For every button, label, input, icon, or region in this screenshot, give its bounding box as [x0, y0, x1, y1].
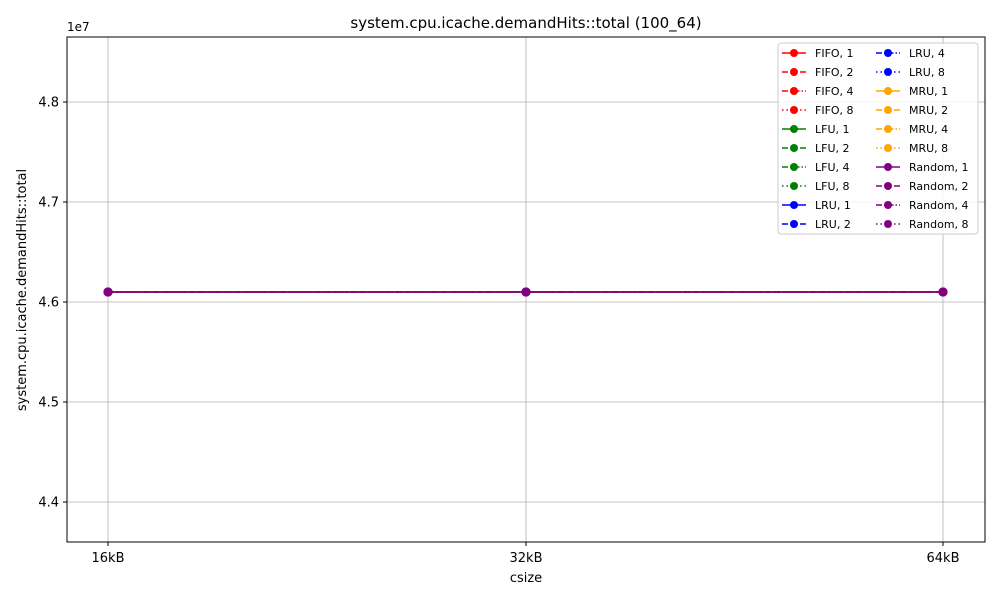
legend: FIFO, 1 FIFO, 2 FIFO, 4 FIFO, 8 LFU, 1 LFU, 2…	[777, 42, 979, 235]
legend-entry: Random, 4	[876, 199, 969, 212]
x-tick-label: 32kB	[510, 551, 543, 566]
ticks: 16kB 32kB 64kB 4.4 4.5 4.6 4.7 4.8	[38, 96, 959, 567]
legend-entry: LFU, 8	[782, 180, 850, 193]
chart-title: system.cpu.icache.demandHits::total (100…	[350, 14, 701, 33]
y-axis-label: system.cpu.icache.demandHits::total	[15, 169, 30, 411]
legend-label: MRU, 1	[909, 85, 948, 98]
y-tick-label: 4.8	[38, 96, 59, 111]
legend-label: FIFO, 8	[815, 104, 854, 117]
legend-entry: MRU, 4	[876, 123, 948, 136]
legend-label: MRU, 8	[909, 142, 948, 155]
legend-marker	[790, 182, 798, 190]
legend-label: Random, 4	[909, 199, 969, 212]
legend-marker	[884, 125, 892, 133]
legend-label: Random, 1	[909, 161, 969, 174]
legend-entry: LRU, 8	[876, 66, 945, 79]
legend-entry: FIFO, 2	[782, 66, 854, 79]
legend-entry: LFU, 2	[782, 142, 850, 155]
legend-marker	[884, 106, 892, 114]
legend-marker	[884, 220, 892, 228]
legend-marker	[884, 163, 892, 171]
legend-label: FIFO, 1	[815, 47, 854, 60]
series-random-8	[103, 287, 948, 297]
legend-label: LRU, 8	[909, 66, 945, 79]
legend-label: FIFO, 2	[815, 66, 854, 79]
series-group	[103, 287, 948, 297]
legend-label: MRU, 4	[909, 123, 948, 136]
legend-marker	[790, 68, 798, 76]
data-point	[521, 287, 531, 297]
legend-marker	[790, 201, 798, 209]
legend-box	[777, 42, 979, 235]
legend-label: LRU, 4	[909, 47, 945, 60]
legend-label: LFU, 4	[815, 161, 850, 174]
legend-marker	[884, 201, 892, 209]
legend-entry: Random, 8	[876, 218, 969, 231]
legend-entry: MRU, 2	[876, 104, 948, 117]
legend-entry: LFU, 1	[782, 123, 850, 136]
legend-entry: Random, 1	[876, 161, 969, 174]
legend-marker	[790, 87, 798, 95]
legend-label: MRU, 2	[909, 104, 948, 117]
legend-marker	[884, 87, 892, 95]
y-tick-label: 4.6	[38, 296, 59, 311]
legend-marker	[790, 144, 798, 152]
legend-entry: LRU, 4	[876, 47, 945, 60]
legend-marker	[884, 144, 892, 152]
y-offset-label: 1e7	[67, 20, 90, 34]
legend-entry: FIFO, 4	[782, 85, 854, 98]
legend-entry: Random, 2	[876, 180, 969, 193]
legend-marker	[790, 49, 798, 57]
x-tick-label: 16kB	[92, 551, 125, 566]
y-tick-label: 4.4	[38, 496, 59, 511]
legend-label: LFU, 1	[815, 123, 850, 136]
legend-label: LRU, 1	[815, 199, 851, 212]
legend-marker	[884, 49, 892, 57]
legend-marker	[790, 220, 798, 228]
legend-entry: FIFO, 8	[782, 104, 854, 117]
legend-marker	[790, 125, 798, 133]
legend-label: Random, 2	[909, 180, 969, 193]
legend-label: FIFO, 4	[815, 85, 854, 98]
x-axis-label: csize	[510, 571, 542, 586]
legend-entry: FIFO, 1	[782, 47, 854, 60]
legend-entry: MRU, 1	[876, 85, 948, 98]
data-point	[103, 287, 113, 297]
legend-label: LFU, 2	[815, 142, 850, 155]
legend-entry: LRU, 2	[782, 218, 851, 231]
legend-label: Random, 8	[909, 218, 969, 231]
legend-label: LRU, 2	[815, 218, 851, 231]
y-tick-label: 4.7	[38, 196, 59, 211]
y-tick-label: 4.5	[38, 396, 59, 411]
legend-marker	[790, 163, 798, 171]
legend-marker	[884, 182, 892, 190]
data-point	[938, 287, 948, 297]
legend-entry: LFU, 4	[782, 161, 850, 174]
legend-marker	[884, 68, 892, 76]
legend-entry: LRU, 1	[782, 199, 851, 212]
legend-marker	[790, 106, 798, 114]
legend-entry: MRU, 8	[876, 142, 948, 155]
legend-label: LFU, 8	[815, 180, 850, 193]
x-tick-label: 64kB	[927, 551, 960, 566]
